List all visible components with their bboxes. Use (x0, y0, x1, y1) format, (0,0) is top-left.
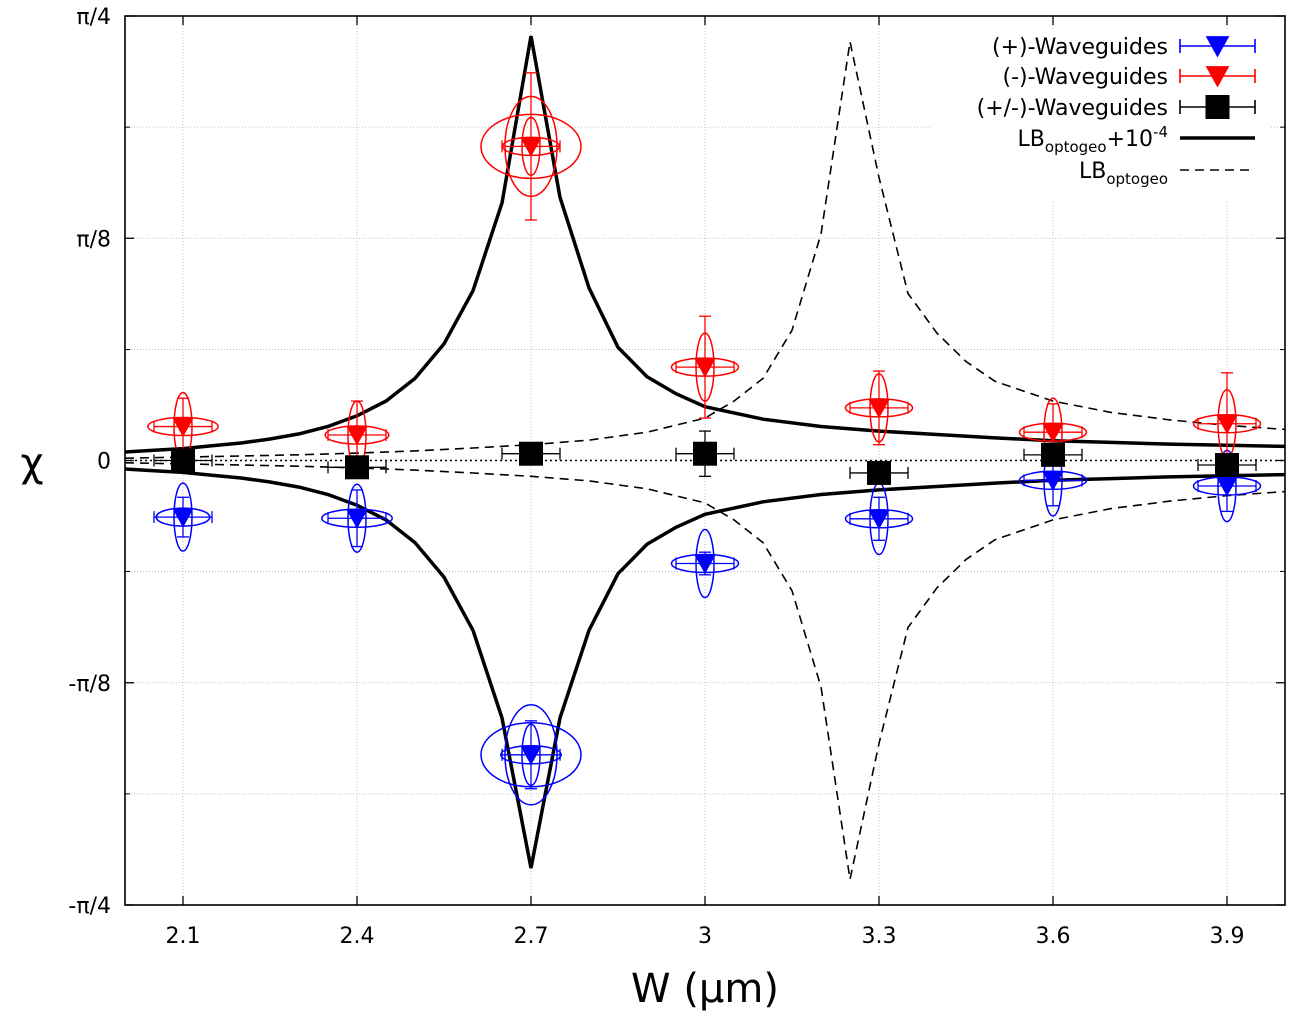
series-2 (147, 72, 1262, 476)
square-marker (693, 441, 717, 466)
x-axis-title: W (µm) (631, 966, 779, 1012)
triangle-marker (1042, 471, 1064, 491)
data-point (1197, 453, 1257, 478)
tick-layer: 2.1 2.4 2.7 3 3.3 3.6 3.9 π/4 π/8 0 -π/8 -π/4 (68, 5, 1285, 949)
triangle-marker (172, 508, 194, 528)
legend-label: LBoptogeo (1079, 159, 1168, 188)
x-tick-label: 3.3 (862, 924, 897, 949)
x-tick-label: 2.7 (514, 924, 549, 949)
triangle-marker (868, 398, 890, 419)
triangle-marker (346, 426, 368, 446)
legend-label: (+)-Waveguides (992, 35, 1168, 60)
legend-label: LBoptogeo+10-4 (1018, 123, 1168, 156)
square-marker (867, 460, 891, 485)
square-marker (1215, 453, 1239, 478)
legend-label: (+/-)-Waveguides (977, 96, 1168, 121)
lb-dashed-curve-lower (124, 462, 1286, 880)
x-tick-label: 3.9 (1210, 924, 1245, 949)
y-tick-label: π/8 (76, 227, 111, 252)
lb-solid-curve-lower (124, 467, 1286, 869)
lb-dashed-curve-upper (124, 41, 1286, 459)
triangle-marker (1216, 476, 1238, 497)
x-tick-label: 2.1 (166, 924, 201, 949)
y-tick-label: -π/8 (68, 672, 111, 697)
square-marker (519, 441, 543, 466)
legend-entry-1: (+)-Waveguides (992, 35, 1256, 60)
legend-entry-curve-1: LBoptogeo+10-4 (1018, 123, 1255, 156)
legend-entry-curve-2: LBoptogeo (1079, 159, 1255, 188)
legend-entry-3: (+/-)-Waveguides (977, 95, 1256, 121)
y-axis-title: χ (20, 440, 43, 486)
series-1 (153, 443, 1262, 806)
data-point (1023, 442, 1083, 467)
y-tick-label: -π/4 (68, 894, 111, 919)
triangle-marker (520, 745, 542, 766)
data-point (480, 704, 582, 806)
data-point (321, 483, 393, 553)
legend-triangle (1205, 66, 1230, 88)
legend: (+)-Waveguides (-)-Waveguides (+/-)-Wavegu… (930, 30, 1270, 200)
data-point (670, 315, 740, 419)
square-marker (345, 455, 369, 480)
triangle-marker (1216, 414, 1238, 435)
series-layer (147, 72, 1262, 806)
triangle-marker (172, 417, 194, 438)
y-tick-label: 0 (97, 450, 111, 475)
data-point (153, 482, 213, 552)
legend-square (1205, 95, 1230, 119)
x-tick-label: 2.4 (340, 924, 375, 949)
data-point (147, 391, 219, 462)
triangle-marker (868, 509, 890, 530)
legend-triangle (1205, 36, 1230, 58)
data-point (844, 370, 914, 446)
lb-solid-curve-upper (124, 35, 1286, 454)
data-point (153, 448, 213, 473)
legend-label: (-)-Waveguides (1002, 65, 1168, 90)
series-3 (153, 430, 1257, 485)
data-point (480, 72, 582, 221)
square-marker (171, 448, 195, 473)
x-tick-label: 3.6 (1036, 924, 1071, 949)
x-tick-label: 3 (698, 924, 712, 949)
data-point (849, 460, 909, 485)
y-tick-label: π/4 (76, 5, 111, 30)
triangle-marker (694, 554, 716, 575)
data-point (501, 441, 561, 466)
square-marker (1041, 442, 1065, 467)
data-point (327, 455, 387, 480)
triangle-marker (346, 509, 368, 529)
data-point (675, 430, 735, 477)
triangle-marker (520, 137, 542, 157)
legend-entry-2: (-)-Waveguides (1002, 65, 1256, 90)
data-point (670, 528, 740, 599)
triangle-marker (694, 358, 716, 378)
triangle-marker (1042, 423, 1064, 443)
